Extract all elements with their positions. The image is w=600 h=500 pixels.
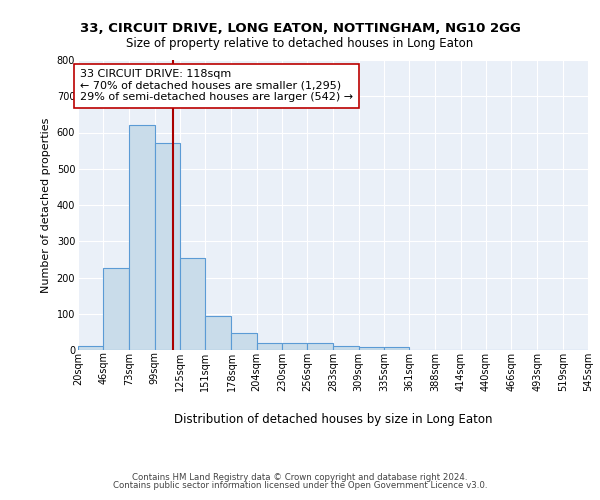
Bar	[78, 346, 103, 350]
Text: Size of property relative to detached houses in Long Eaton: Size of property relative to detached ho…	[127, 36, 473, 50]
Text: Distribution of detached houses by size in Long Eaton: Distribution of detached houses by size …	[174, 412, 492, 426]
Text: 33, CIRCUIT DRIVE, LONG EATON, NOTTINGHAM, NG10 2GG: 33, CIRCUIT DRIVE, LONG EATON, NOTTINGHA…	[80, 22, 520, 36]
Bar	[180, 258, 205, 350]
Text: 33 CIRCUIT DRIVE: 118sqm
← 70% of detached houses are smaller (1,295)
29% of sem: 33 CIRCUIT DRIVE: 118sqm ← 70% of detach…	[80, 69, 353, 102]
Bar	[307, 344, 334, 350]
Bar	[155, 144, 180, 350]
Bar	[103, 268, 130, 350]
Bar	[130, 125, 155, 350]
Bar	[359, 347, 384, 350]
Bar	[282, 343, 307, 350]
Bar	[205, 316, 232, 350]
Bar	[384, 347, 409, 350]
Bar	[257, 343, 282, 350]
Bar	[334, 346, 359, 350]
Text: Contains HM Land Registry data © Crown copyright and database right 2024.: Contains HM Land Registry data © Crown c…	[132, 472, 468, 482]
Y-axis label: Number of detached properties: Number of detached properties	[41, 118, 51, 292]
Text: Contains public sector information licensed under the Open Government Licence v3: Contains public sector information licen…	[113, 482, 487, 490]
Bar	[232, 332, 257, 350]
